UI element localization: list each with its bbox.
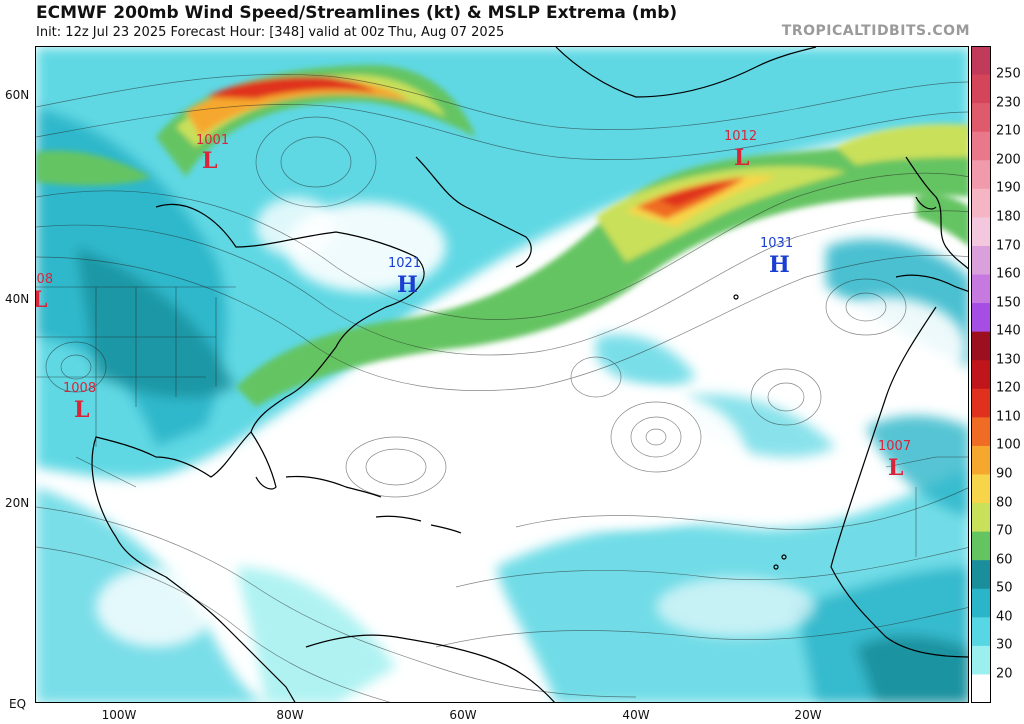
lon-label-100w: 100W [101,708,137,722]
colorbar-label: 150 [996,295,1021,311]
colorbar-label: 170 [996,238,1021,253]
colorbar-label: 40 [996,609,1013,625]
colorbar-swatch [971,74,991,104]
colorbar-swatch [971,331,991,361]
colorbar-swatch [971,245,991,276]
colorbar-label: 160 [996,266,1021,282]
high-1031-symbol: H [769,252,790,278]
low-1001[interactable]: 1001 L [196,133,229,174]
colorbar-swatch [971,531,991,561]
colorbar-swatch [971,103,991,133]
colorbar-swatch [971,217,991,247]
colorbar-swatch [971,303,991,333]
low-1001-symbol: L [202,148,217,174]
low-1008-texas-symbol: L [74,397,89,423]
colorbar-swatches [971,46,991,703]
low-1001-pressure: 1001 [196,133,229,148]
political-borders [36,286,968,557]
low-1008-texas[interactable]: 1008 L [63,381,96,423]
colorbar-swatch [971,417,991,447]
colorbar-label: 20 [996,666,1013,682]
colorbar-swatch [971,388,991,418]
low-1007-symbol: L [888,455,903,481]
lon-label-20w: 20W [794,708,822,722]
high-1031-pressure: 1031 [760,236,793,251]
lon-label-80w: 80W [276,708,304,722]
colorbar-swatch [971,274,991,304]
lon-label-60w: 60W [449,708,477,722]
colorbar-swatch [971,188,991,218]
lat-label-40n: 40N [5,292,30,306]
high-1031[interactable]: 1031 H [760,236,793,278]
lat-label-20n: 20N [5,496,30,510]
colorbar-label: 140 [996,323,1021,339]
site-watermark[interactable]: TROPICALTIDBITS.COM [781,23,970,39]
streamlines [36,74,968,702]
colorbar-label: 60 [996,552,1013,568]
low-1007-pressure: 1007 [878,439,911,454]
map-title: ECMWF 200mb Wind Speed/Streamlines (kt) … [36,3,678,23]
colorbar-label: 100 [996,437,1021,453]
colorbar-label: 250 [996,66,1021,82]
colorbar-label: 210 [996,123,1021,139]
colorbar-label: 190 [996,180,1021,196]
colorbar-label: 200 [996,152,1021,168]
colorbar-frame [971,46,991,703]
colorbar-label: 50 [996,580,1013,596]
colorbar-swatch [971,645,991,675]
low-1012[interactable]: 1012 L [724,129,757,171]
colorbar-label: 130 [996,352,1021,368]
colorbar-swatch [971,46,991,76]
low-1012-symbol: L [734,145,749,171]
lat-label-60n: 60N [5,88,30,102]
colorbar-swatch [971,503,991,533]
colorbar-label: 180 [996,209,1021,225]
colorbar-swatch [971,445,991,475]
wind-map-canvas: 1001 L 1012 L 1008 L 1008 L 1007 L 1021 … [36,47,968,702]
low-1008-west-symbol: L [36,287,47,313]
colorbar-label: 70 [996,523,1013,539]
colorbar-swatch [971,474,991,504]
colorbar-swatch [971,588,991,618]
high-1021[interactable]: 1021 H [388,256,421,298]
lat-label-eq: EQ [9,697,27,711]
colorbar-label: 230 [996,95,1021,111]
pressure-systems: 1001 L 1012 L 1008 L 1008 L 1007 L 1021 … [36,129,911,481]
high-1021-pressure: 1021 [388,256,421,271]
colorbar-swatch [971,560,991,590]
colorbar [971,46,991,703]
colorbar-swatch [971,617,991,647]
map-subtitle: Init: 12z Jul 23 2025 Forecast Hour: [34… [36,25,505,40]
low-1007[interactable]: 1007 L [878,439,911,481]
coastlines [91,47,968,702]
high-1021-symbol: H [397,272,418,298]
wind-map[interactable]: 1001 L 1012 L 1008 L 1008 L 1007 L 1021 … [35,46,969,703]
low-1008-west-pressure: 1008 [36,272,53,287]
colorbar-swatch [971,131,991,161]
colorbar-label: 120 [996,380,1021,396]
low-1008-west[interactable]: 1008 L [36,272,53,313]
colorbar-label: 30 [996,637,1013,653]
lon-label-40w: 40W [622,708,650,722]
jet-stream [36,64,968,407]
colorbar-swatch [971,360,991,390]
low-1012-pressure: 1012 [724,129,757,144]
colorbar-label: 90 [996,466,1013,482]
colorbar-swatch [971,160,991,190]
colorbar-label: 80 [996,495,1013,510]
low-1008-texas-pressure: 1008 [63,381,96,396]
colorbar-swatch [971,674,991,703]
colorbar-label: 110 [996,409,1021,425]
